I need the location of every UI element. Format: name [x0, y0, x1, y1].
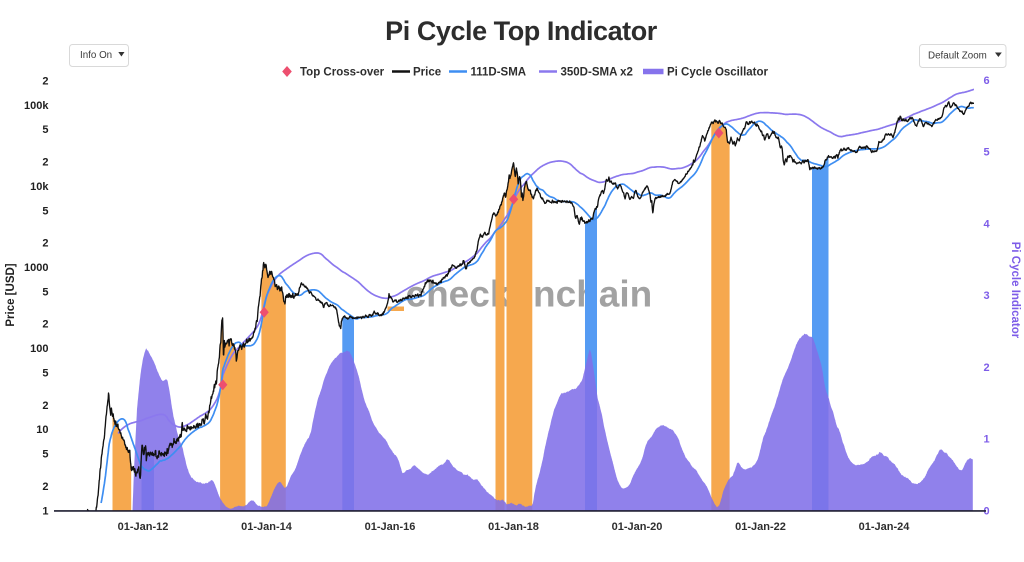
svg-text:01-Jan-18: 01-Jan-18	[488, 521, 539, 533]
svg-text:2: 2	[42, 75, 48, 87]
svg-text:01-Jan-24: 01-Jan-24	[859, 521, 911, 533]
svg-text:5: 5	[42, 449, 48, 461]
svg-text:100: 100	[30, 343, 48, 355]
svg-text:Price [USD]: Price [USD]	[5, 263, 17, 326]
svg-text:Info On: Info On	[80, 50, 112, 61]
svg-text:Pi Cycle Top Indicator: Pi Cycle Top Indicator	[385, 16, 658, 46]
svg-text:3: 3	[984, 290, 990, 302]
svg-text:10: 10	[36, 424, 48, 436]
svg-text:1000: 1000	[24, 262, 48, 274]
svg-text:5: 5	[42, 286, 48, 298]
svg-text:6: 6	[984, 75, 990, 87]
svg-text:1: 1	[42, 505, 48, 517]
svg-text:350D-SMA x2: 350D-SMA x2	[561, 67, 633, 79]
svg-text:5: 5	[42, 124, 48, 136]
svg-text:01-Jan-16: 01-Jan-16	[365, 521, 416, 533]
svg-text:01-Jan-22: 01-Jan-22	[735, 521, 786, 533]
svg-text:5: 5	[984, 147, 990, 159]
svg-text:100k: 100k	[24, 100, 49, 112]
svg-text:5: 5	[42, 368, 48, 380]
svg-text:0: 0	[984, 505, 990, 517]
svg-text:5: 5	[42, 205, 48, 217]
svg-text:2: 2	[42, 400, 48, 412]
svg-text:1: 1	[984, 434, 990, 446]
svg-text:Default Zoom: Default Zoom	[928, 51, 987, 62]
svg-text:10k: 10k	[30, 181, 49, 193]
svg-text:01-Jan-20: 01-Jan-20	[612, 521, 663, 533]
svg-text:2: 2	[42, 238, 48, 250]
svg-text:Top Cross-over: Top Cross-over	[300, 67, 385, 79]
svg-text:Price: Price	[413, 67, 441, 79]
svg-text:2: 2	[42, 157, 48, 169]
svg-text:01-Jan-12: 01-Jan-12	[118, 521, 169, 533]
svg-text:Pi Cycle Indicator: Pi Cycle Indicator	[1009, 242, 1021, 339]
svg-text:2: 2	[984, 362, 990, 374]
svg-text:Pi Cycle Oscillator: Pi Cycle Oscillator	[667, 67, 769, 79]
svg-text:01-Jan-14: 01-Jan-14	[241, 521, 293, 533]
svg-text:4: 4	[984, 218, 991, 230]
svg-text:111D-SMA: 111D-SMA	[471, 67, 527, 79]
svg-text:2: 2	[42, 319, 48, 331]
svg-text:2: 2	[42, 481, 48, 493]
